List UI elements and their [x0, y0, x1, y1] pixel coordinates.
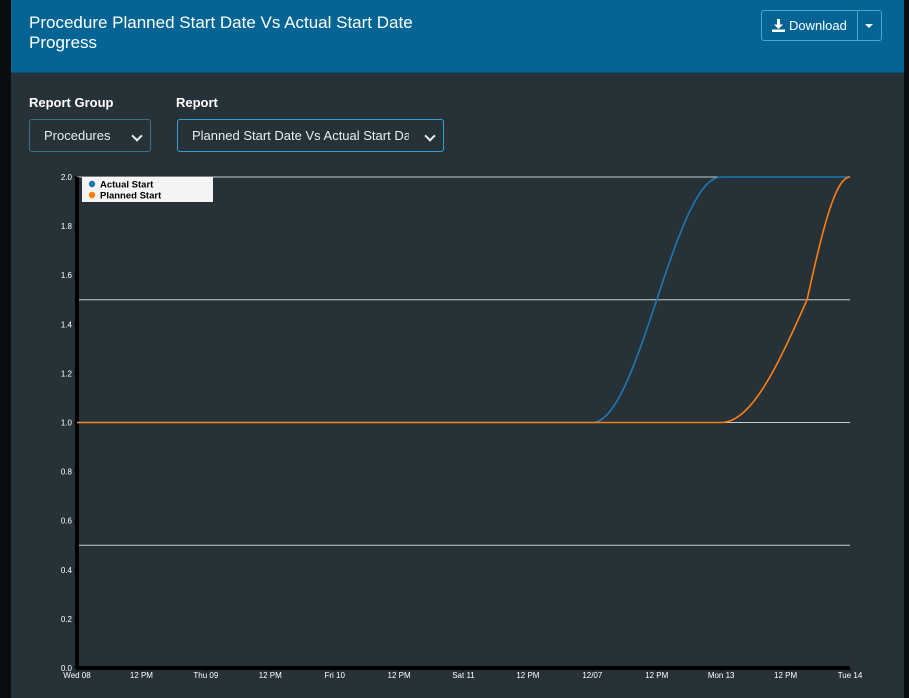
y-tick-label: 0.0 — [61, 664, 73, 673]
download-button-group: Download — [761, 10, 882, 41]
x-tick-label: 12 PM — [645, 671, 668, 680]
legend-marker-planned-start — [88, 191, 96, 199]
x-tick-label: 12 PM — [259, 671, 282, 680]
legend-label-planned-start: Planned Start — [100, 191, 162, 202]
caret-down-icon — [865, 23, 874, 28]
report-value: Planned Start Date Vs Actual Start Dat — [192, 128, 409, 143]
legend-label-actual-start: Actual Start — [100, 180, 154, 191]
y-tick-label: 0.8 — [61, 468, 73, 477]
x-tick-label: 12/07 — [582, 671, 603, 680]
x-tick-label: Wed 08 — [63, 671, 91, 680]
page-title: Procedure Planned Start Date Vs Actual S… — [29, 13, 413, 52]
series-line-actual-start — [77, 176, 850, 424]
download-icon — [772, 19, 785, 32]
y-tick-label: 0.2 — [61, 615, 73, 624]
x-tick-label: 12 PM — [516, 671, 539, 680]
y-tick-label: 1.8 — [61, 222, 73, 231]
y-tick-label: 1.2 — [61, 369, 73, 378]
download-button[interactable]: Download — [761, 10, 858, 41]
report-group-label: Report Group — [29, 95, 114, 110]
y-tick-label: 1.0 — [61, 419, 73, 428]
report-label: Report — [176, 95, 218, 110]
download-dropdown-toggle[interactable] — [857, 10, 882, 41]
x-tick-label: Fri 10 — [324, 671, 345, 680]
y-tick-label: 0.6 — [61, 517, 73, 526]
x-tick-label: Sat 11 — [452, 671, 475, 680]
legend-box — [82, 177, 213, 202]
y-tick-label: 1.4 — [61, 320, 73, 329]
report-panel: Procedure Planned Start Date Vs Actual S… — [11, 0, 904, 698]
x-tick-label: Mon 13 — [708, 671, 735, 680]
x-tick-label: Tue 14 — [838, 671, 863, 680]
x-tick-label: Thu 09 — [193, 671, 218, 680]
download-label: Download — [789, 18, 847, 33]
series-line-planned-start — [77, 176, 851, 424]
y-tick-label: 2.0 — [61, 173, 73, 182]
y-tick-label: 1.6 — [61, 271, 73, 280]
legend-marker-actual-start — [88, 180, 96, 188]
x-tick-label: 12 PM — [388, 671, 411, 680]
x-tick-label: 12 PM — [130, 671, 153, 680]
report-group-select[interactable]: Procedures — [29, 119, 151, 152]
report-select[interactable]: Planned Start Date Vs Actual Start Dat — [177, 119, 444, 152]
x-tick-label: 12 PM — [774, 671, 797, 680]
y-tick-label: 0.4 — [61, 566, 73, 575]
report-group-value: Procedures — [44, 128, 111, 143]
panel-header: Procedure Planned Start Date Vs Actual S… — [11, 0, 904, 73]
